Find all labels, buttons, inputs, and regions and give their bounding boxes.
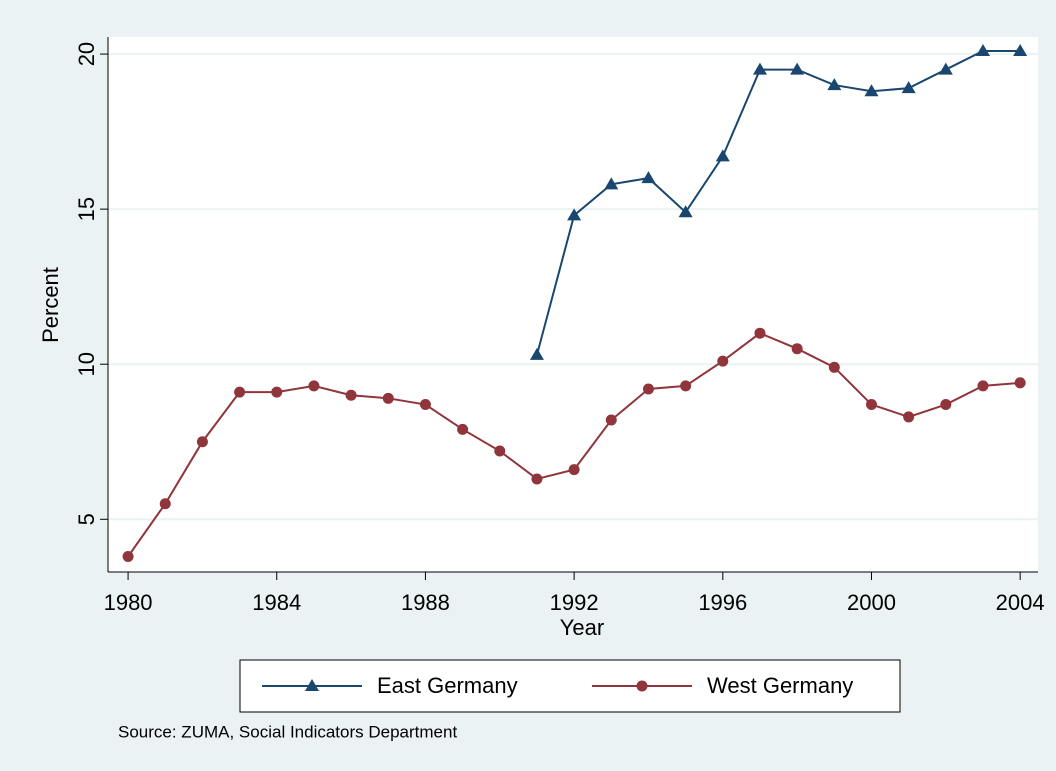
x-tick-label: 1996 — [698, 590, 747, 615]
plot-area — [108, 37, 1038, 572]
y-axis-label: Percent — [38, 267, 63, 343]
marker — [419, 399, 431, 411]
marker — [752, 62, 767, 75]
marker — [828, 361, 840, 373]
marker — [122, 550, 134, 562]
marker — [641, 171, 656, 184]
legend-marker — [305, 679, 319, 691]
marker — [604, 177, 619, 190]
x-tick-label: 1992 — [550, 590, 599, 615]
marker — [345, 389, 357, 401]
marker — [827, 78, 842, 91]
marker — [938, 62, 953, 75]
marker — [308, 380, 320, 392]
marker — [977, 380, 989, 392]
x-tick-label: 2004 — [996, 590, 1045, 615]
legend-label: West Germany — [707, 673, 853, 698]
legend-label: East Germany — [377, 673, 518, 698]
y-tick-label: 5 — [74, 513, 99, 525]
marker — [234, 386, 246, 398]
marker — [271, 386, 283, 398]
y-tick-label: 10 — [74, 352, 99, 376]
y-tick-label: 15 — [74, 197, 99, 221]
source-note: Source: ZUMA, Social Indicators Departme… — [118, 722, 457, 741]
marker — [494, 445, 506, 457]
marker — [864, 84, 879, 97]
marker — [901, 81, 916, 94]
marker — [568, 464, 580, 476]
marker — [975, 43, 990, 56]
marker — [790, 62, 805, 75]
legend-marker — [636, 680, 648, 692]
marker — [678, 205, 693, 218]
y-tick-label: 20 — [74, 42, 99, 66]
marker — [382, 392, 394, 404]
x-tick-label: 1980 — [104, 590, 153, 615]
x-tick-label: 1988 — [401, 590, 450, 615]
marker — [717, 355, 729, 367]
marker — [715, 149, 730, 162]
marker — [865, 399, 877, 411]
marker — [605, 414, 617, 426]
marker — [457, 423, 469, 435]
marker — [754, 327, 766, 339]
marker — [1014, 377, 1026, 389]
x-tick-label: 2000 — [847, 590, 896, 615]
marker — [531, 473, 543, 485]
marker — [791, 343, 803, 355]
x-axis-label: Year — [560, 615, 604, 640]
marker — [1013, 43, 1028, 56]
marker — [159, 498, 171, 510]
x-tick-label: 1984 — [252, 590, 301, 615]
marker — [903, 411, 915, 423]
marker — [567, 208, 582, 221]
series-line — [535, 49, 1021, 356]
marker — [680, 380, 692, 392]
marker — [196, 436, 208, 448]
marker — [940, 399, 952, 411]
marker — [642, 383, 654, 395]
marker — [529, 347, 544, 360]
